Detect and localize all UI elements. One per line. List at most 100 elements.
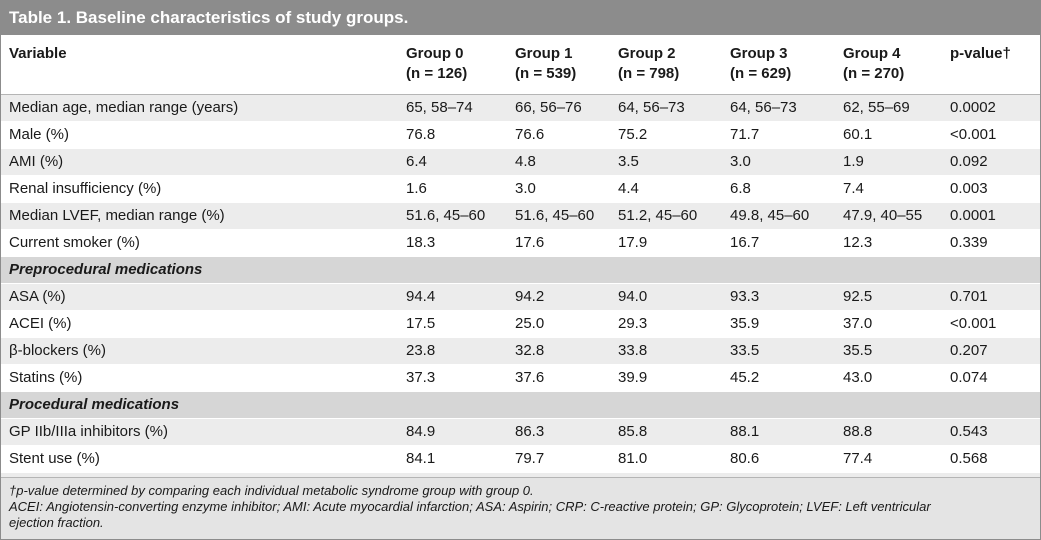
row-label: Renal insufficiency (%) <box>1 175 398 203</box>
cell-value: 0.339 <box>942 229 1040 257</box>
row-label: AMI (%) <box>1 148 398 176</box>
cell-value: 6.4 <box>398 148 507 176</box>
cell-value: 37.6 <box>507 364 610 392</box>
cell-value: 64, 56–73 <box>722 94 835 122</box>
header-variable: Variable <box>1 35 398 95</box>
cell-value: 0.074 <box>942 364 1040 392</box>
cell-value: 64, 56–73 <box>610 94 722 122</box>
table-title: Table 1. Baseline characteristics of stu… <box>1 1 1040 35</box>
cell-value: 79.7 <box>507 445 610 473</box>
cell-value: 3.5 <box>610 148 722 176</box>
cell-value: 0.568 <box>942 445 1040 473</box>
cell-value: 32.8 <box>507 337 610 365</box>
cell-value: 35.9 <box>722 310 835 338</box>
cell-value: 94.0 <box>610 283 722 311</box>
cell-value: 62, 55–69 <box>835 94 942 122</box>
table-row: ACEI (%) 17.5 25.0 29.3 35.9 37.0 <0.001 <box>1 310 1040 338</box>
header-group-3: Group 3 (n = 629) <box>722 35 835 95</box>
cell-value: 88.8 <box>835 418 942 446</box>
cell-value: 29.3 <box>610 310 722 338</box>
cell-value: 37.3 <box>398 364 507 392</box>
cell-value: 33.5 <box>722 337 835 365</box>
header-p-value: p-value† <box>942 35 1040 95</box>
cell-value: 4.8 <box>507 148 610 176</box>
cell-value: 84.9 <box>398 418 507 446</box>
table-row: ASA (%) 94.4 94.2 94.0 93.3 92.5 0.701 <box>1 283 1040 311</box>
cell-value: 76.8 <box>398 121 507 149</box>
cell-value: 94.4 <box>398 283 507 311</box>
table-row: Stent use (%) 84.1 79.7 81.0 80.6 77.4 0.568 <box>1 445 1040 473</box>
cell-value: 81.0 <box>610 445 722 473</box>
cell-value: 35.5 <box>835 337 942 365</box>
table-row: Median age, median range (years) 65, 58–7… <box>1 94 1040 122</box>
cell-value: 77.4 <box>835 445 942 473</box>
cell-value: 60.1 <box>835 121 942 149</box>
table-row: Current smoker (%) 18.3 17.6 17.9 16.7 12.3 0.… <box>1 229 1040 257</box>
cell-value: 45.2 <box>722 364 835 392</box>
table-row: Male (%) 76.8 76.6 75.2 71.7 60.1 <0.001 <box>1 121 1040 149</box>
cell-value: 88.1 <box>722 418 835 446</box>
cell-value: 3.0 <box>507 175 610 203</box>
row-label: ACEI (%) <box>1 310 398 338</box>
cell-value: 75.2 <box>610 121 722 149</box>
footnote-abbreviations: ACEI: Angiotensin-converting enzyme inhi… <box>9 499 931 514</box>
cell-value: 6.8 <box>722 175 835 203</box>
cell-value: 1.9 <box>835 148 942 176</box>
section-preprocedural: Preprocedural medications <box>1 256 1040 284</box>
table-row: AMI (%) 6.4 4.8 3.5 3.0 1.9 0.092 <box>1 148 1040 176</box>
cell-value: 71.7 <box>722 121 835 149</box>
cell-value: <0.001 <box>942 121 1040 149</box>
row-label: Current smoker (%) <box>1 229 398 257</box>
row-label: Statins (%) <box>1 364 398 392</box>
row-label: GP IIb/IIIa inhibitors (%) <box>1 418 398 446</box>
cell-value: 39.9 <box>610 364 722 392</box>
table-row: Statins (%) 37.3 37.6 39.9 45.2 43.0 0.074 <box>1 364 1040 392</box>
cell-value: 51.6, 45–60 <box>507 202 610 230</box>
row-label: ASA (%) <box>1 283 398 311</box>
cell-value: 86.3 <box>507 418 610 446</box>
cell-value: 94.2 <box>507 283 610 311</box>
cell-value: 47.9, 40–55 <box>835 202 942 230</box>
cell-value: 3.0 <box>722 148 835 176</box>
cell-value: 7.4 <box>835 175 942 203</box>
cell-value: 93.3 <box>722 283 835 311</box>
cell-value: 23.8 <box>398 337 507 365</box>
cell-value: 0.003 <box>942 175 1040 203</box>
header-row: Variable Group 0 (n = 126) Group 1 (n = 53… <box>1 35 1040 95</box>
header-group-2: Group 2 (n = 798) <box>610 35 722 95</box>
cell-value: 0.207 <box>942 337 1040 365</box>
row-label: Median age, median range (years) <box>1 94 398 122</box>
header-group-4: Group 4 (n = 270) <box>835 35 942 95</box>
table-row: Renal insufficiency (%) 1.6 3.0 4.4 6.8 7.4 0.… <box>1 175 1040 203</box>
row-label: Median LVEF, median range (%) <box>1 202 398 230</box>
cell-value: 65, 58–74 <box>398 94 507 122</box>
cell-value: 0.092 <box>942 148 1040 176</box>
header-group-1: Group 1 (n = 539) <box>507 35 610 95</box>
cell-value: 80.6 <box>722 445 835 473</box>
cell-value: <0.001 <box>942 310 1040 338</box>
cell-value: 16.7 <box>722 229 835 257</box>
cell-value: 84.1 <box>398 445 507 473</box>
cell-value: 92.5 <box>835 283 942 311</box>
cell-value: 43.0 <box>835 364 942 392</box>
cell-value: 17.9 <box>610 229 722 257</box>
row-label: β-blockers (%) <box>1 337 398 365</box>
cell-value: 37.0 <box>835 310 942 338</box>
cell-value: 51.2, 45–60 <box>610 202 722 230</box>
section-procedural: Procedural medications <box>1 391 1040 419</box>
baseline-table: Variable Group 0 (n = 126) Group 1 (n = 53… <box>1 35 1040 500</box>
footnote-pvalue: †p-value determined by comparing each in… <box>9 483 534 498</box>
cell-value: 1.6 <box>398 175 507 203</box>
row-label: Stent use (%) <box>1 445 398 473</box>
cell-value: 17.6 <box>507 229 610 257</box>
table-row: β-blockers (%) 23.8 32.8 33.8 33.5 35.5 0.207 <box>1 337 1040 365</box>
cell-value: 33.8 <box>610 337 722 365</box>
footnote-abbreviations-cont: ejection fraction. <box>9 515 104 530</box>
footnotes: †p-value determined by comparing each in… <box>1 477 1040 539</box>
cell-value: 0.0002 <box>942 94 1040 122</box>
section-label: Preprocedural medications <box>1 256 1040 284</box>
cell-value: 12.3 <box>835 229 942 257</box>
cell-value: 49.8, 45–60 <box>722 202 835 230</box>
cell-value: 51.6, 45–60 <box>398 202 507 230</box>
